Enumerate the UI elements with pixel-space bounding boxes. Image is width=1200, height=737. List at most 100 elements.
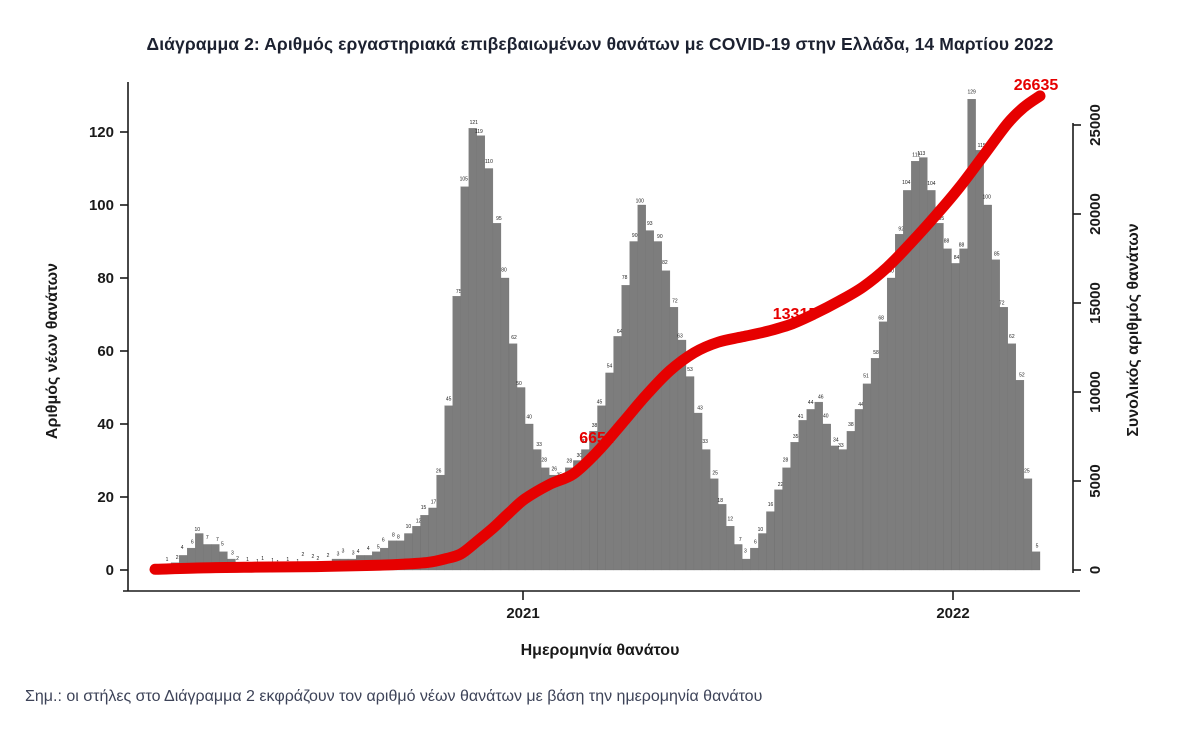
bar: [854, 409, 864, 571]
y-left-tick-label: 100: [89, 197, 114, 214]
bar-label: 2: [317, 556, 320, 562]
bar-label: 58: [873, 350, 879, 356]
bar-label: 10: [758, 527, 764, 533]
bar-label: 45: [446, 396, 452, 402]
bar: [999, 307, 1008, 571]
bar: [895, 234, 904, 571]
bar-label: 1: [271, 558, 274, 564]
bar-label: 28: [541, 457, 547, 463]
bar: [468, 128, 477, 571]
x-tick-label: 2022: [936, 605, 969, 622]
bar: [508, 343, 518, 571]
y-right-tick-label: 20000: [1087, 193, 1104, 235]
bar-label: 1: [166, 557, 169, 563]
bar-label: 112: [912, 153, 920, 159]
bar-label: 2: [236, 556, 239, 562]
bar-label: 5: [1036, 543, 1039, 549]
bar-label: 3: [337, 552, 340, 558]
bar-label: 50: [516, 381, 522, 387]
bar-label: 6: [754, 540, 757, 546]
bar-label: 104: [902, 180, 911, 186]
bar-label: 119: [475, 129, 483, 135]
bar: [830, 445, 840, 571]
chart-note: Σημ.: οι στήλες στο Διάγραμμα 2 εκφράζου…: [25, 688, 763, 705]
bar: [726, 526, 735, 571]
bar: [742, 558, 751, 571]
bar: [822, 423, 831, 571]
bar: [911, 161, 920, 571]
bar: [798, 420, 807, 571]
bar: [669, 307, 679, 571]
bar-label: 1: [246, 557, 249, 563]
bar-label: 16: [768, 502, 774, 508]
bar-label: 6: [191, 540, 194, 546]
bar-label: 10: [406, 524, 412, 530]
y-right-tick-label: 0: [1087, 566, 1104, 574]
bar-label: 1: [286, 557, 289, 563]
bar-label: 78: [622, 275, 628, 281]
milestone-label: 26635: [1014, 77, 1059, 94]
bar-label: 30: [577, 453, 583, 459]
y-left-tick-label: 0: [106, 562, 114, 579]
bar-label: 51: [863, 373, 869, 379]
bar-label: 44: [808, 400, 814, 406]
bar-label: 68: [878, 315, 884, 321]
bar-label: 10: [194, 527, 200, 533]
bar-label: 41: [798, 414, 804, 420]
bar-label: 17: [431, 499, 437, 505]
milestone-label: 13315: [773, 306, 818, 323]
y-right-axis-title: Συνολικός αριθμός θανάτων: [1125, 223, 1142, 436]
bar-label: 8: [397, 534, 400, 540]
bar-label: 28: [783, 457, 789, 463]
bar-label: 72: [999, 301, 1005, 307]
bar-label: 44: [858, 402, 864, 408]
bar-label: 105: [460, 176, 469, 182]
bar-label: 121: [470, 120, 479, 126]
bar: [460, 186, 469, 571]
bar-label: 7: [739, 537, 742, 543]
bar-label: 64: [617, 329, 623, 335]
bar: [943, 248, 952, 571]
bar-label: 93: [647, 221, 653, 227]
bar-label: 12: [416, 519, 422, 525]
bar-label: 25: [1024, 468, 1030, 474]
bar: [983, 204, 992, 571]
bar-label: 5: [377, 544, 380, 550]
bar: [951, 263, 960, 571]
bar-label: 43: [697, 406, 703, 412]
bar: [557, 478, 566, 571]
bar: [1007, 343, 1017, 571]
bar-label: 3: [744, 549, 747, 555]
bar-label: 4: [367, 546, 370, 552]
bar: [701, 449, 711, 571]
bar: [476, 135, 486, 571]
bar-label: 22: [778, 482, 784, 488]
bar-label: 115: [978, 143, 986, 149]
bar: [878, 321, 888, 571]
bar-label: 33: [536, 442, 542, 448]
bar: [862, 383, 872, 571]
bar-label: 53: [687, 367, 693, 373]
bar: [685, 376, 695, 571]
bar: [653, 241, 663, 571]
bar-label: 54: [607, 363, 613, 369]
bar: [734, 544, 743, 571]
bar: [838, 449, 848, 571]
bar: [959, 248, 968, 571]
bar-label: 88: [944, 238, 950, 244]
bar-label: 80: [888, 269, 894, 275]
bar: [846, 431, 856, 571]
bar-label: 90: [657, 234, 663, 240]
bar-label: 85: [994, 251, 1000, 257]
x-axis-title: Ημερομηνία θανάτου: [521, 642, 680, 659]
bar: [1015, 380, 1025, 571]
y-left-tick-label: 40: [97, 416, 114, 433]
y-right-tick-label: 5000: [1087, 464, 1104, 497]
bar: [975, 150, 984, 571]
bar: [613, 336, 622, 571]
bar-label: 72: [672, 299, 678, 305]
chart-title: Διάγραμμα 2: Αριθμός εργαστηριακά επιβεβ…: [146, 34, 1054, 54]
bar-label: 7: [206, 535, 209, 541]
bar-label: 7: [216, 537, 219, 543]
